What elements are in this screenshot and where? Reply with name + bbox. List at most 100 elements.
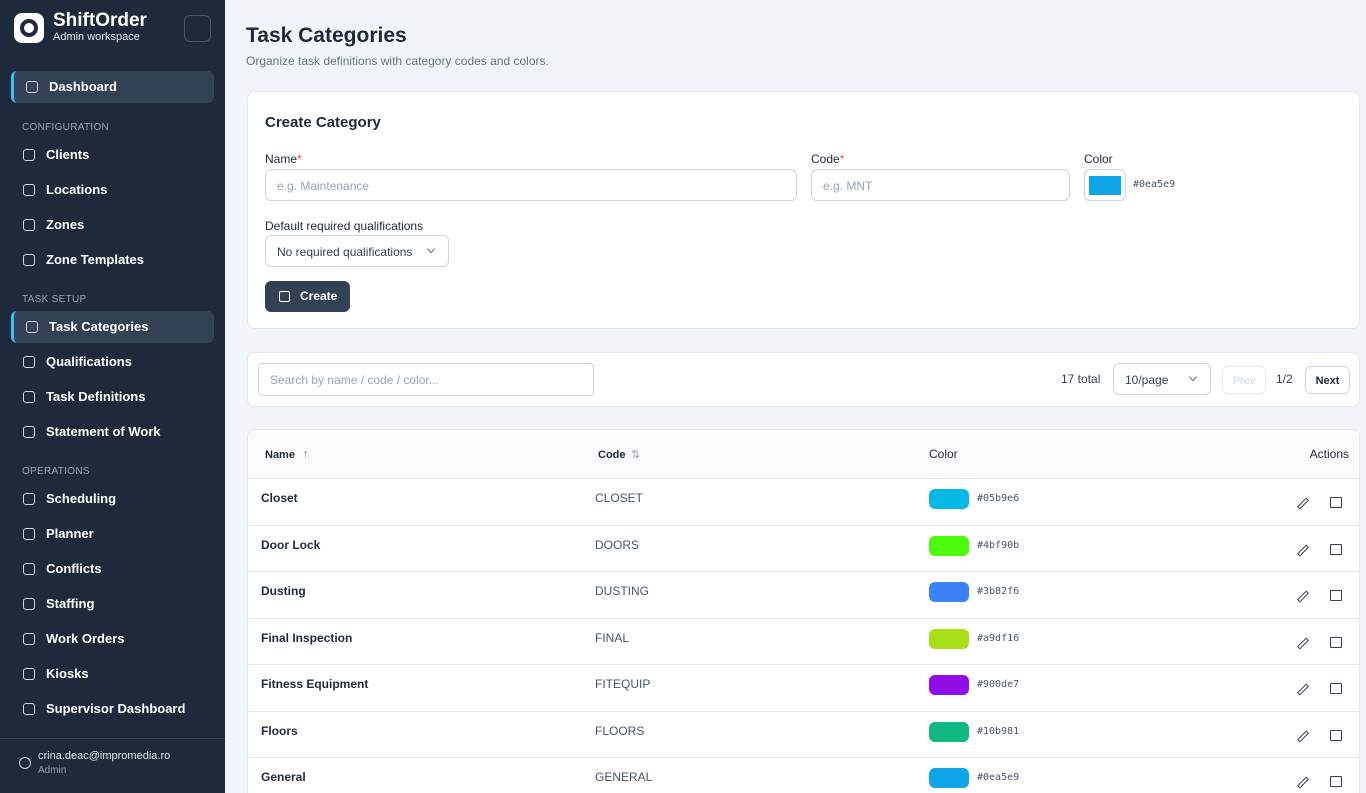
nav-item[interactable]: Scheduling [11, 483, 214, 515]
cell-code: FLOORS [595, 723, 645, 738]
icon [23, 356, 35, 368]
cell-code: FINAL [595, 630, 630, 645]
cell-code: DOORS [595, 537, 640, 552]
column-header[interactable]: Code [598, 449, 626, 461]
nav-label: Planner [46, 526, 94, 541]
nav-label: Kiosks [46, 666, 89, 681]
button-label: Prev [1232, 375, 1256, 387]
page-size-select[interactable]: 10/page [1113, 363, 1211, 395]
cell-color: #3b82f6 [977, 586, 1020, 597]
icon [23, 633, 35, 645]
icon [23, 219, 35, 231]
edit-button[interactable] [1296, 776, 1310, 789]
nav-item[interactable]: Planner [11, 518, 214, 550]
next-button[interactable]: Next [1305, 366, 1350, 394]
archive-button[interactable] [1330, 729, 1342, 741]
nav-label: Zones [46, 217, 85, 232]
collapse-button[interactable] [184, 15, 211, 42]
cell-name: General [261, 770, 306, 784]
nav-item[interactable]: Work Orders [11, 623, 214, 655]
cell-code: FITEQUIP [595, 677, 651, 691]
nav-item[interactable]: Dashboard [11, 71, 214, 103]
nav-item[interactable]: Task Definitions [11, 381, 214, 413]
edit-button[interactable] [1296, 590, 1310, 603]
cell-name: Closet [261, 491, 298, 505]
cell-code: DUSTING [595, 584, 649, 598]
sidebar: ShiftOrder Admin workspace Dashboard CONFIG… [0, 0, 225, 793]
select[interactable]: No required qualifications [265, 235, 449, 267]
cell-color: #4bf90b [977, 539, 1020, 551]
table-row: Dusting DUSTING #3b82f6 [248, 572, 1359, 619]
nav-label: Conflicts [46, 561, 102, 576]
logo-mark [20, 19, 38, 37]
nav-item[interactable]: Conflicts [11, 553, 214, 585]
icon [23, 668, 35, 680]
cell-name: Floors [261, 723, 298, 738]
archive-button[interactable] [1330, 683, 1342, 694]
section-title: TASK SETUP [22, 294, 87, 305]
required-mark: * [839, 152, 845, 166]
color-swatch [1089, 176, 1121, 195]
table-row: Door Lock DOORS #4bf90b [248, 526, 1359, 572]
icon [26, 81, 38, 93]
chevron [426, 244, 436, 254]
cell-name: Door Lock [261, 537, 321, 552]
nav-item[interactable]: Zone Templates [11, 244, 214, 276]
cell-name: Fitness Equipment [261, 677, 369, 691]
icon [23, 254, 35, 266]
edit-button[interactable] [1296, 683, 1310, 696]
color-value: #0ea5e9 [1133, 179, 1176, 190]
edit-button[interactable] [1296, 497, 1310, 510]
color-swatch [929, 489, 969, 509]
nav-label: Task Categories [49, 319, 149, 334]
cell-name: Final Inspection [261, 630, 353, 645]
placeholder: e.g. MNT [823, 179, 873, 193]
nav-item[interactable]: Zones [11, 209, 214, 241]
table-card: Name Code Color Actions ↑ ⇅ Closet CLOSET #05b9e… [247, 429, 1360, 793]
color-input[interactable] [1084, 169, 1126, 201]
prev-button[interactable]: Prev [1222, 366, 1266, 394]
archive-button[interactable] [1330, 636, 1342, 648]
nav-item[interactable]: Qualifications [11, 346, 214, 378]
archive-button[interactable] [1330, 543, 1342, 555]
color-swatch [929, 768, 969, 788]
column-header: Color [929, 447, 958, 461]
search-input[interactable]: Search by name / code / color... [258, 363, 594, 396]
text-input[interactable]: e.g. MNT [811, 169, 1070, 201]
edit-button[interactable] [1296, 636, 1310, 650]
field-label: Default required qualifications [265, 219, 424, 233]
cell-color: #a9df16 [977, 632, 1020, 644]
placeholder: Search by name / code / color... [270, 373, 439, 387]
create-button[interactable]: Create [265, 281, 350, 312]
cell-color: #05b9e6 [977, 493, 1020, 504]
select-value: No required qualifications [277, 245, 413, 259]
nav-item[interactable]: Staffing [11, 588, 214, 620]
column-header[interactable]: Name [265, 449, 295, 461]
icon [23, 149, 35, 161]
archive-button[interactable] [1330, 497, 1342, 508]
nav-label: Task Definitions [46, 389, 146, 404]
field-label: Name* [265, 152, 302, 166]
icon [26, 321, 38, 333]
nav-item[interactable]: Clients [11, 139, 214, 171]
nav-item[interactable]: Locations [11, 174, 214, 206]
sort-icon[interactable]: ↑ [303, 448, 309, 460]
edit-button[interactable] [1296, 543, 1310, 557]
nav-item[interactable]: Kiosks [11, 658, 214, 690]
edit-button[interactable] [1296, 729, 1310, 743]
sort-icon[interactable]: ⇅ [631, 449, 641, 461]
text-input[interactable]: e.g. Maintenance [265, 169, 797, 201]
nav-label: Locations [46, 182, 108, 197]
nav-label: Clients [46, 147, 90, 162]
archive-button[interactable] [1330, 776, 1342, 787]
archive-button[interactable] [1330, 590, 1342, 601]
icon [23, 598, 35, 610]
cell-color: #0ea5e9 [977, 772, 1020, 783]
card-title: Create Category [265, 114, 381, 131]
nav-item[interactable]: Supervisor Dashboard [11, 693, 214, 725]
nav-item[interactable]: Task Categories [11, 311, 214, 343]
nav-item[interactable]: Statement of Work [11, 416, 214, 448]
section-title: OPERATIONS [22, 466, 90, 477]
table-row: Fitness Equipment FITEQUIP #900de7 [248, 665, 1359, 712]
create-card: Create Category Name* e.g. Maintenance Code… [247, 91, 1360, 329]
